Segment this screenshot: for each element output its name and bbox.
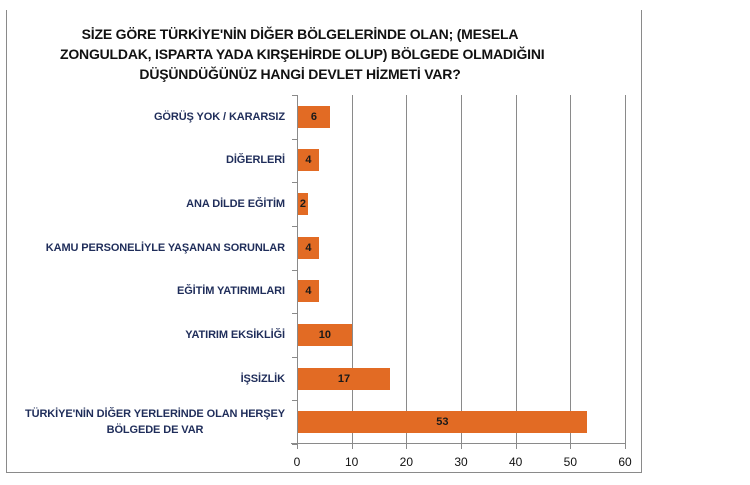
category-label: KAMU PERSONELİYLE YAŞANAN SORUNLAR [46,240,285,256]
category-label-line: KAMU PERSONELİYLE YAŞANAN SORUNLAR [45,241,285,254]
y-tick [292,444,297,445]
category-label-line: ANA DİLDE EĞİTİM [186,198,285,211]
x-tick [515,444,517,449]
x-tick-label: 60 [618,455,632,469]
bar: 2 [298,193,308,216]
x-tick [625,444,626,449]
chart-frame [6,10,642,473]
y-tick [292,95,297,96]
y-tick [292,356,297,358]
y-tick [292,400,297,402]
bar: 4 [298,280,319,303]
plot-area: 6 4 2 4 4 10 17 53 [291,95,626,449]
category-label-line: İŞSİZLİK [240,372,286,385]
bar: 10 [298,323,352,346]
y-tick [292,138,297,140]
x-tick [297,444,298,449]
category-label: ANA DİLDE EĞİTİM [186,196,285,212]
bar-value-label: 53 [436,416,449,429]
category-label: TÜRKİYE'NİN DİĞER YERLERİNDE OLAN HERŞEY… [25,406,285,438]
gridline [461,95,462,444]
chart-title: SİZE GÖRE TÜRKİYE'NİN DİĞER BÖLGELERİNDE… [60,24,545,84]
x-tick [570,444,572,449]
x-tick-label: 50 [563,455,577,469]
x-tick-label: 0 [293,455,301,469]
gridline [406,95,408,444]
category-label: GÖRÜŞ YOK / KARARSIZ [154,109,285,125]
bar-value-label: 4 [305,241,312,254]
x-axis [291,443,625,444]
y-tick [292,225,297,227]
x-tick-label: 10 [344,455,359,469]
category-label: YATIRIM EKSİKLİĞİ [185,327,285,343]
category-label: DİĞERLERİ [226,152,285,168]
gridline [570,95,572,444]
gridline [351,95,353,444]
category-label: İŞSİZLİK [240,371,286,387]
y-tick [292,313,297,315]
category-label-line: BÖLGEDE DE VAR [106,424,204,437]
category-label-line: EĞİTİM YATIRIMLARI [176,285,285,298]
bar: 6 [298,105,330,128]
gridline [515,95,517,444]
category-label-line: GÖRÜŞ YOK / KARARSIZ [153,110,285,123]
chart-title-line-3: DÜŞÜNDÜĞÜNÜZ HANGİ DEVLET HİZMETİ VAR? [139,66,461,82]
bar: 53 [298,411,587,434]
x-tick [406,444,408,449]
bar: 4 [298,149,319,172]
y-axis [297,95,298,444]
bar: 17 [298,367,390,390]
y-tick [292,182,297,184]
y-tick [292,269,297,271]
bar-value-label: 2 [299,198,307,211]
category-label-line: TÜRKİYE'NİN DİĞER YERLERİNDE OLAN HERŞEY [24,408,285,421]
x-tick [461,444,462,449]
bar-value-label: 6 [310,110,317,123]
chart-title-line-2: ZONGULDAK, ISPARTA YADA KIRŞEHİRDE OLUP)… [60,46,545,62]
chart-title-line-1: SİZE GÖRE TÜRKİYE'NİN DİĞER BÖLGELERİNDE… [81,26,519,42]
x-tick-label: 40 [508,455,523,469]
x-tick-label: 30 [454,455,468,469]
bar-value-label: 10 [318,328,331,341]
gridline [625,95,626,444]
bar: 4 [298,236,319,259]
category-label-line: YATIRIM EKSİKLİĞİ [185,328,285,341]
x-tick-label: 20 [399,455,413,469]
x-tick [351,444,353,449]
category-label-line: DİĞERLERİ [226,154,285,167]
bar-value-label: 4 [305,154,312,167]
category-label: EĞİTİM YATIRIMLARI [177,283,285,299]
bar-value-label: 17 [337,372,351,385]
bar-value-label: 4 [305,285,312,298]
